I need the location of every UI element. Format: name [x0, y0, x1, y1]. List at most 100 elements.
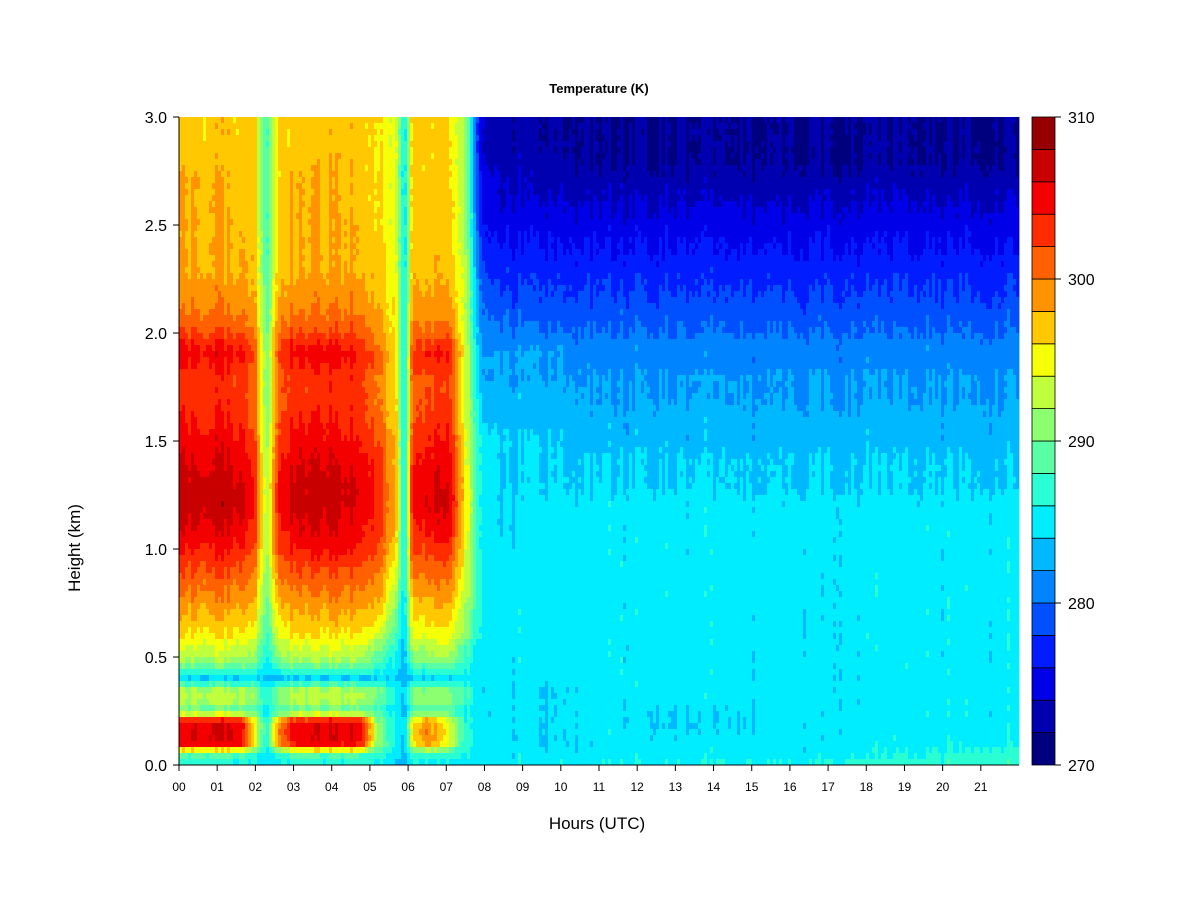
heatmap-cell [587, 189, 591, 196]
heatmap-cell [350, 621, 354, 640]
heatmap-cell [242, 687, 246, 706]
heatmap-cell [212, 465, 216, 472]
heatmap-cell [800, 501, 804, 766]
heatmap-cell [389, 147, 393, 184]
heatmap-cell [335, 153, 339, 298]
heatmap-cell [485, 237, 489, 274]
heatmap-cell [656, 261, 660, 268]
heatmap-cell [539, 117, 543, 124]
heatmap-cell [377, 399, 381, 442]
heatmap-cell [197, 699, 201, 712]
heatmap-cell [203, 711, 207, 718]
heatmap-cell [743, 399, 747, 406]
heatmap-cell [341, 705, 345, 712]
heatmap-cell [419, 411, 423, 454]
heatmap-cell [191, 369, 195, 412]
heatmap-cell [611, 171, 615, 220]
heatmap-cell [611, 117, 615, 172]
heatmap-cell [335, 561, 339, 580]
heatmap-cell [308, 705, 312, 712]
heatmap-cell [389, 189, 393, 220]
heatmap-cell [686, 441, 690, 490]
heatmap-cell [272, 741, 276, 748]
heatmap-cell [710, 237, 714, 268]
heatmap-cell [467, 687, 471, 700]
heatmap-cell [704, 441, 708, 448]
heatmap-cell [503, 183, 507, 190]
heatmap-cell [395, 609, 399, 634]
heatmap-cell [416, 675, 420, 682]
heatmap-cell [374, 147, 378, 184]
heatmap-cell [236, 627, 240, 640]
heatmap-cell [440, 687, 444, 706]
heatmap-cell [425, 495, 429, 508]
heatmap-cell [353, 669, 357, 676]
heatmap-cell [428, 339, 432, 352]
heatmap-cell [323, 507, 327, 550]
heatmap-cell [752, 513, 756, 532]
heatmap-cell [425, 507, 429, 538]
heatmap-cell [872, 117, 876, 190]
heatmap-cell [593, 231, 597, 286]
heatmap-cell [374, 309, 378, 346]
heatmap-cell [635, 363, 639, 430]
heatmap-cell [851, 753, 855, 766]
heatmap-cell [245, 585, 249, 610]
heatmap-cell [233, 489, 237, 508]
heatmap-cell [518, 627, 522, 634]
heatmap-cell [803, 315, 807, 340]
heatmap-cell [470, 399, 474, 412]
heatmap-cell [890, 465, 894, 472]
heatmap-cell [911, 135, 915, 154]
heatmap-cell [602, 375, 606, 454]
heatmap-cell [185, 183, 189, 190]
heatmap-cell [224, 639, 228, 658]
heatmap-cell [359, 543, 363, 568]
heatmap-cell [338, 159, 342, 196]
heatmap-cell [629, 117, 633, 124]
heatmap-cell [284, 723, 288, 730]
heatmap-cell [683, 375, 687, 460]
heatmap-cell [422, 633, 426, 646]
heatmap-cell [419, 339, 423, 376]
heatmap-cell [326, 567, 330, 592]
heatmap-cell [878, 243, 882, 250]
heatmap-cell [686, 339, 690, 412]
heatmap-cell [659, 327, 663, 370]
heatmap-cell [269, 483, 273, 490]
heatmap-cell [761, 159, 765, 172]
heatmap-cell [860, 117, 864, 172]
heatmap-cell [332, 723, 336, 736]
heatmap-cell [374, 651, 378, 664]
heatmap-cell [632, 117, 636, 166]
heatmap-cell [248, 759, 252, 766]
heatmap-cell [194, 675, 198, 682]
heatmap-cell [863, 381, 867, 388]
heatmap-cell [575, 399, 579, 406]
heatmap-cell [302, 261, 306, 268]
heatmap-cell [626, 435, 630, 490]
heatmap-cell [350, 159, 354, 178]
heatmap-cell [296, 723, 300, 748]
heatmap-cell [602, 117, 606, 136]
heatmap-cell [467, 675, 471, 682]
heatmap-cell [617, 147, 621, 154]
heatmap-cell [719, 117, 723, 124]
heatmap-cell [641, 459, 645, 466]
heatmap-cell [209, 645, 213, 658]
heatmap-cell [764, 255, 768, 292]
heatmap-cell [464, 309, 468, 430]
heatmap-cell [374, 687, 378, 700]
heatmap-cell [461, 267, 465, 274]
heatmap-cell [242, 249, 246, 310]
heatmap-cell [764, 393, 768, 400]
heatmap-cell [410, 675, 414, 682]
heatmap-cell [257, 717, 261, 748]
heatmap-cell [854, 489, 858, 760]
heatmap-cell [359, 567, 363, 592]
heatmap-cell [299, 687, 303, 706]
heatmap-cell [512, 657, 516, 664]
heatmap-cell [302, 207, 306, 238]
heatmap-cell [608, 447, 612, 454]
heatmap-cell [737, 117, 741, 172]
